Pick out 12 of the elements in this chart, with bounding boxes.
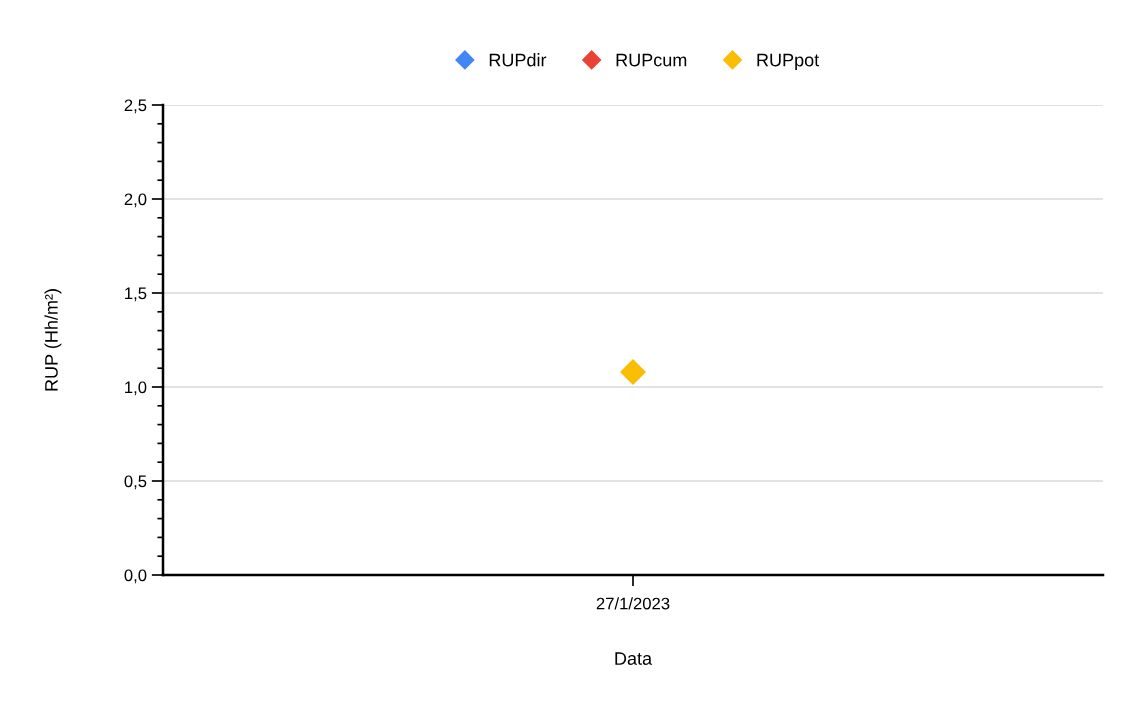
legend-label: RUPcum [616, 53, 687, 67]
y-axis-title: RUP (Hh/m²) [44, 289, 62, 391]
x-axis-title: Data [615, 652, 653, 665]
y-tick-label: 0,0 [124, 569, 147, 584]
legend-label: RUPdir [489, 53, 547, 67]
x-tick-label: 27/1/2023 [596, 597, 670, 610]
y-tick-label: 2,0 [124, 193, 147, 208]
y-tick-label: 0,5 [124, 475, 147, 490]
y-tick-label: 1,0 [125, 381, 147, 396]
y-tick-label: 1,5 [125, 287, 147, 302]
legend-label: RUPpot [757, 53, 820, 70]
y-tick-label: 2,5 [124, 99, 147, 114]
